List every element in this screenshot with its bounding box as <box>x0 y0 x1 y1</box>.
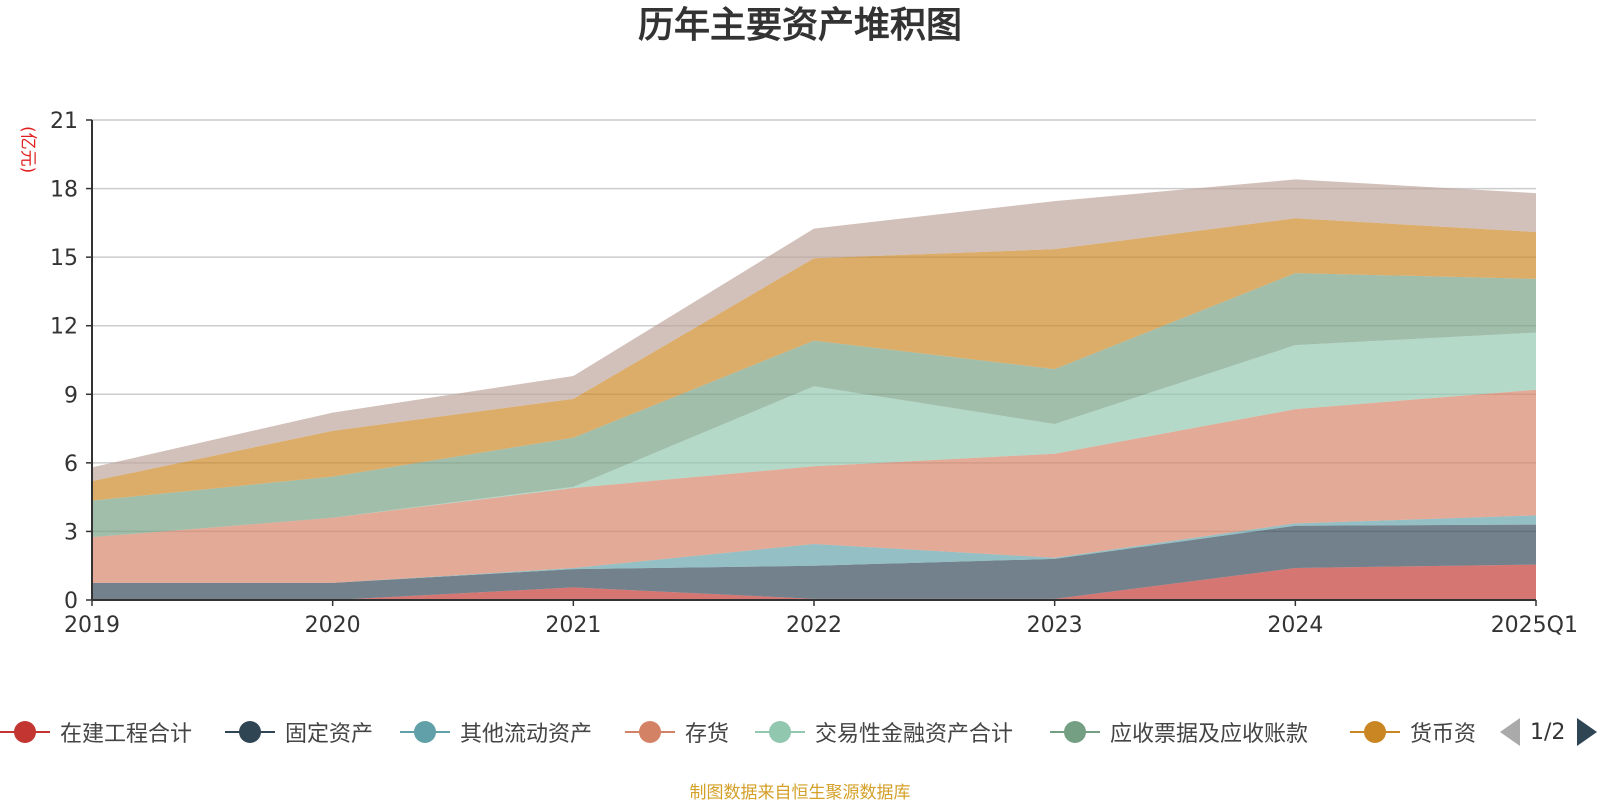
legend: 在建工程合计 固定资产 其他流动资产 存货 交易性金融资产合计 应收票据及应收账款 货币资 <box>0 712 1600 752</box>
y-tick-label: 21 <box>50 109 78 134</box>
legend-item[interactable]: 应收票据及应收账款 <box>1050 712 1308 752</box>
y-tick-label: 18 <box>50 178 78 203</box>
y-tick-label: 9 <box>64 383 78 408</box>
legend-marker-icon <box>625 712 675 752</box>
area-layer <box>92 179 1536 600</box>
legend-marker-icon <box>225 712 275 752</box>
y-tick-label: 6 <box>64 452 78 477</box>
legend-marker-icon <box>1350 712 1400 752</box>
legend-prev-arrow-icon[interactable] <box>1500 718 1520 746</box>
legend-marker-icon <box>755 712 805 752</box>
legend-item[interactable]: 货币资 <box>1350 712 1476 752</box>
legend-item[interactable]: 存货 <box>625 712 729 752</box>
legend-label: 在建工程合计 <box>60 722 193 747</box>
area-货币资金 <box>92 218 1536 501</box>
area-在建工程合计 <box>92 564 1536 600</box>
x-tick-label: 2019 <box>64 613 120 638</box>
legend-label: 固定资产 <box>285 722 374 747</box>
y-tick-label: 12 <box>50 315 78 340</box>
legend-item[interactable]: 交易性金融资产合计 <box>755 712 1013 752</box>
legend-item[interactable]: 在建工程合计 <box>0 712 192 752</box>
legend-item[interactable]: 固定资产 <box>225 712 373 752</box>
legend-pager: 1/2 <box>1500 712 1598 752</box>
x-tick-label: 2025Q1 <box>1491 613 1578 638</box>
legend-marker-icon <box>1050 712 1100 752</box>
y-tick-label: 3 <box>64 520 78 545</box>
legend-item[interactable]: 其他流动资产 <box>400 712 592 752</box>
legend-label: 存货 <box>685 722 730 747</box>
y-tick-label: 0 <box>64 589 78 614</box>
area-其他流动资产 <box>92 515 1536 583</box>
stacked-area-chart: 0 3 6 9 12 15 18 21 2019 2020 2021 2022 2023 2024 2025… <box>50 109 1578 638</box>
area-固定资产 <box>92 524 1536 600</box>
x-tick-label: 2021 <box>545 613 601 638</box>
area-交易性金融资产合计 <box>92 332 1536 538</box>
x-tick-label: 2024 <box>1267 613 1323 638</box>
legend-marker-icon <box>400 712 450 752</box>
legend-label: 其他流动资产 <box>460 722 593 747</box>
legend-label: 应收票据及应收账款 <box>1110 722 1309 747</box>
legend-marker-icon <box>0 712 50 752</box>
y-axis-unit: (亿元) <box>17 126 38 174</box>
legend-label: 货币资 <box>1410 722 1477 747</box>
legend-page-indicator: 1/2 <box>1530 719 1566 745</box>
axis-layer: 0 3 6 9 12 15 18 21 2019 2020 2021 2022 2023 2024 2025… <box>50 109 1578 638</box>
data-source-note: 制图数据来自恒生聚源数据库 <box>689 783 911 803</box>
area-其他 <box>92 179 1536 482</box>
chart-title: 历年主要资产堆积图 <box>637 5 962 46</box>
x-tick-label: 2020 <box>305 613 361 638</box>
x-tick-label: 2022 <box>786 613 842 638</box>
area-存货 <box>92 389 1536 583</box>
y-tick-label: 15 <box>50 246 78 271</box>
area-应收票据及应收账款 <box>92 273 1536 538</box>
legend-next-arrow-icon[interactable] <box>1577 718 1598 746</box>
legend-label: 交易性金融资产合计 <box>815 722 1014 747</box>
x-tick-label: 2023 <box>1027 613 1083 638</box>
